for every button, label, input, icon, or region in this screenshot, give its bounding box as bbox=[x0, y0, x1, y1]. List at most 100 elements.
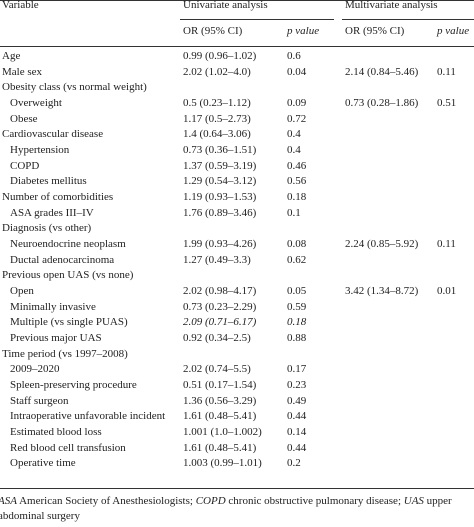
cell: 0.08 bbox=[287, 238, 307, 251]
cell: 1.001 (1.0–1.002) bbox=[183, 426, 262, 439]
cell: 0.73 (0.28–1.86) bbox=[345, 97, 419, 109]
cell: 2.09 (0.71–6.17) bbox=[183, 316, 257, 329]
row-label: COPD bbox=[10, 159, 40, 172]
row-label: 2009–2020 bbox=[10, 363, 60, 376]
row-label: Previous open UAS (vs none) bbox=[2, 269, 134, 282]
cell: 2.02 (0.74–5.5) bbox=[183, 363, 251, 376]
cell: 1.19 (0.93–1.53) bbox=[183, 191, 257, 204]
column-header: OR (95% CI) bbox=[183, 25, 243, 37]
cell: 1.37 (0.59–3.19) bbox=[183, 159, 257, 172]
row-label: Minimally invasive bbox=[10, 300, 96, 313]
cell: 1.003 (0.99–1.01) bbox=[183, 457, 262, 470]
cell: 0.51 (0.17–1.54) bbox=[183, 379, 257, 392]
cell: 2.02 (1.02–4.0) bbox=[183, 65, 251, 78]
cell: 3.42 (1.34–8.72) bbox=[345, 285, 419, 298]
top-rule bbox=[0, 0, 474, 1]
cell: 1.36 (0.56–3.29) bbox=[183, 394, 257, 407]
cell: 1.61 (0.48–5.41) bbox=[183, 441, 257, 454]
row-label: Diabetes mellitus bbox=[10, 175, 87, 188]
cell: 0.17 bbox=[287, 363, 307, 376]
cell: 2.02 (0.98–4.17) bbox=[183, 285, 257, 298]
cell: 2.14 (0.84–5.46) bbox=[345, 65, 419, 78]
cell: 1.61 (0.48–5.41) bbox=[183, 410, 257, 423]
cell: 0.51 bbox=[437, 97, 457, 109]
row-label: Red blood cell transfusion bbox=[10, 441, 126, 454]
cell: 0.11 bbox=[437, 65, 456, 78]
cell: 0.92 (0.34–2.5) bbox=[183, 332, 251, 345]
cell: 0.44 bbox=[287, 410, 307, 423]
definition: American Society of Anesthesiologists; bbox=[19, 495, 193, 507]
row-label: Number of comorbidities bbox=[2, 191, 114, 204]
cell: 0.44 bbox=[287, 441, 307, 454]
cell: 1.76 (0.89–3.46) bbox=[183, 206, 257, 219]
row-label: Staff surgeon bbox=[10, 394, 69, 407]
cell: 1.27 (0.49–3.3) bbox=[183, 253, 251, 266]
row-label: Obesity class (vs normal weight) bbox=[2, 81, 147, 94]
row-label: Operative time bbox=[10, 457, 76, 470]
cell: 0.6 bbox=[287, 50, 301, 62]
definition: chronic obstructive pulmonary disease; bbox=[228, 495, 401, 507]
group-header: Variable bbox=[2, 0, 39, 11]
cell: 0.73 (0.36–1.51) bbox=[183, 144, 257, 157]
row-label: Previous major UAS bbox=[10, 332, 102, 345]
cell: 1.99 (0.93–4.26) bbox=[183, 238, 257, 251]
cell: 0.11 bbox=[437, 238, 456, 251]
row-label: Multiple (vs single PUAS) bbox=[10, 316, 128, 329]
row-label: Spleen-preserving procedure bbox=[10, 379, 137, 392]
cell: 1.4 (0.64–3.06) bbox=[183, 128, 251, 141]
group-rule bbox=[180, 19, 334, 20]
cell: 0.05 bbox=[287, 285, 307, 298]
cell: 0.99 (0.96–1.02) bbox=[183, 50, 257, 62]
cell: 0.88 bbox=[287, 332, 307, 345]
group-rule bbox=[342, 19, 474, 20]
row-label: Time period (vs 1997–2008) bbox=[2, 347, 128, 360]
abbreviation: ASA bbox=[0, 495, 17, 507]
row-label: Estimated blood loss bbox=[10, 426, 102, 439]
cell: 0.1 bbox=[287, 206, 301, 219]
row-label: Open bbox=[10, 285, 34, 298]
row-label: Neuroendocrine neoplasm bbox=[10, 238, 126, 251]
column-header: OR (95% CI) bbox=[345, 25, 405, 37]
abbreviation: UAS bbox=[403, 495, 424, 507]
definition: upper abdominal surgery bbox=[0, 495, 452, 522]
footnote: ASA American Society of Anesthesiologist… bbox=[0, 494, 472, 524]
cell: 0.23 bbox=[287, 379, 307, 392]
row-label: Age bbox=[2, 50, 21, 62]
cell: 0.2 bbox=[287, 457, 301, 470]
cell: 0.18 bbox=[287, 191, 307, 204]
group-header: Univariate analysis bbox=[183, 0, 268, 11]
cell: 0.72 bbox=[287, 112, 307, 125]
header-rule bbox=[0, 46, 474, 47]
cell: 0.18 bbox=[287, 316, 307, 329]
row-label: ASA grades III–IV bbox=[10, 206, 94, 219]
group-header: Multivariate analysis bbox=[345, 0, 438, 11]
cell: 0.62 bbox=[287, 253, 307, 266]
cell: 0.46 bbox=[287, 159, 307, 172]
row-label: Diagnosis (vs other) bbox=[2, 222, 92, 235]
cell: 0.04 bbox=[287, 65, 307, 78]
row-label: Obese bbox=[10, 112, 38, 125]
cell: 0.59 bbox=[287, 300, 307, 313]
row-label: Ductal adenocarcinoma bbox=[10, 253, 115, 266]
row-label: Intraoperative unfavorable incident bbox=[10, 410, 166, 423]
cell: 0.4 bbox=[287, 128, 301, 141]
bottom-rule bbox=[0, 488, 474, 489]
row-label: Overweight bbox=[10, 97, 62, 109]
row-label: Hypertension bbox=[10, 144, 70, 157]
cell: 2.24 (0.85–5.92) bbox=[345, 238, 419, 251]
cell: 1.17 (0.5–2.73) bbox=[183, 112, 251, 125]
cell: 0.4 bbox=[287, 144, 301, 157]
cell: 0.5 (0.23–1.12) bbox=[183, 97, 251, 109]
cell: 0.49 bbox=[287, 394, 307, 407]
abbreviation: COPD bbox=[195, 495, 226, 507]
row-label: Cardiovascular disease bbox=[2, 128, 104, 141]
cell: 1.29 (0.54–3.12) bbox=[183, 175, 257, 188]
cell: 0.73 (0.23–2.29) bbox=[183, 300, 257, 313]
column-header: p value bbox=[287, 25, 320, 37]
row-label: Male sex bbox=[2, 65, 43, 78]
cell: 0.14 bbox=[287, 426, 307, 439]
cell: 0.56 bbox=[287, 175, 307, 188]
column-header: p value bbox=[437, 25, 470, 37]
cell: 0.09 bbox=[287, 97, 307, 109]
